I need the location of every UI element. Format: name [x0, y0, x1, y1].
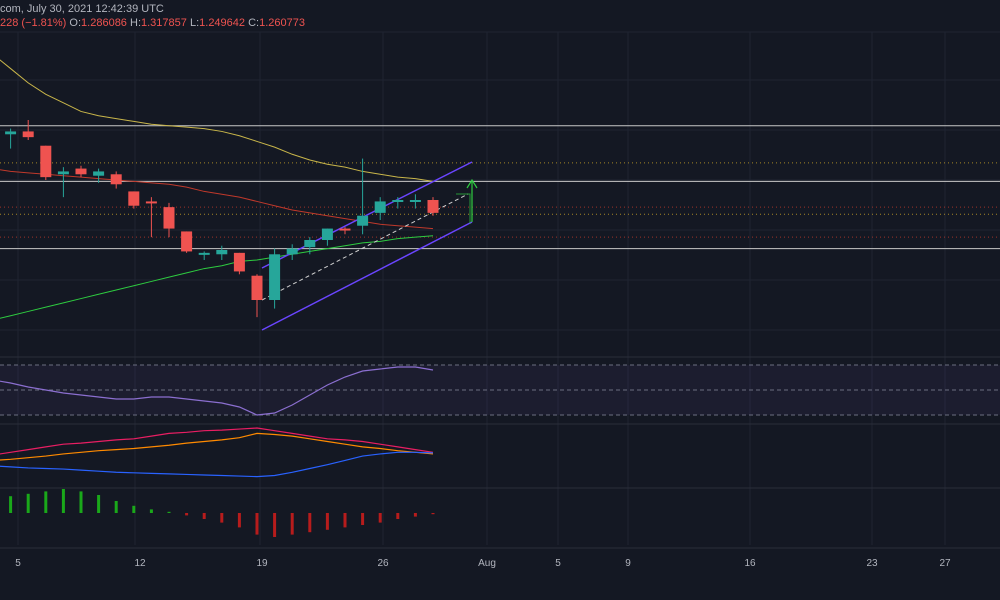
histogram-bar [361, 513, 365, 525]
rsi-pane [0, 366, 434, 416]
histogram-bar [149, 509, 153, 513]
stochastic-pane [0, 427, 434, 478]
candle-body [286, 248, 298, 255]
candle-body [5, 131, 17, 135]
candle-body [163, 207, 175, 229]
ma-long-line [0, 235, 434, 319]
x-axis-tick-label: Aug [478, 558, 496, 569]
ma-short-line [0, 59, 434, 182]
histogram-bar [9, 496, 13, 513]
candle-body [93, 171, 105, 176]
x-axis-tick-label: 19 [256, 558, 268, 569]
x-axis-tick-label: 16 [744, 558, 756, 569]
candle-body [145, 201, 157, 204]
header-close-value: 1.260773 [259, 17, 305, 29]
candle-body [427, 200, 439, 213]
histogram-bar [44, 491, 48, 513]
histogram-bar [26, 493, 30, 513]
histogram-bar [114, 501, 118, 513]
candle-body [321, 228, 333, 240]
histogram-bar [97, 495, 101, 513]
x-axis-tick-label: 5 [555, 558, 561, 569]
candle-body [251, 275, 263, 300]
x-axis-tick-label: 9 [625, 558, 631, 569]
candle-body [216, 250, 228, 255]
candle-body [304, 240, 316, 248]
projection-arrowhead [466, 178, 478, 189]
candle-body [75, 168, 87, 175]
header-close-label: C: [248, 17, 260, 29]
histogram-bar [185, 513, 189, 516]
candle-body [198, 252, 210, 255]
histogram-bar [132, 505, 136, 513]
header-change: 228 (−1.81%) [0, 17, 67, 29]
histogram-bar [325, 513, 329, 530]
candle-body [409, 200, 421, 202]
histogram-bar [273, 513, 277, 537]
candle-body [57, 171, 69, 175]
channel-lower-line [261, 221, 473, 331]
x-axis-tick-label: 12 [134, 558, 146, 569]
histogram-bar [413, 513, 417, 517]
histogram-bar [220, 513, 224, 523]
projection-bracket [456, 193, 471, 224]
histogram-bar [79, 491, 83, 513]
x-axis-tick-label: 5 [15, 558, 21, 569]
histogram-bar [167, 511, 171, 513]
x-axis: 5 12 19 26 Aug 5 9 16 23 27 [15, 558, 951, 569]
histogram-bar [343, 513, 347, 528]
indicator-panes [0, 356, 1000, 549]
histogram-bar [431, 513, 435, 515]
candle-body [374, 201, 386, 213]
header-low-value: 1.249642 [199, 17, 246, 29]
candle-body [181, 231, 193, 252]
candle-body [110, 174, 122, 185]
histogram-bar [61, 489, 65, 513]
candle-body [128, 191, 140, 206]
x-axis-tick-label: 26 [377, 558, 389, 569]
grid-lines [0, 31, 1000, 545]
x-axis-tick-label: 27 [939, 558, 951, 569]
histogram-pane [9, 489, 435, 537]
candle-body [233, 252, 245, 272]
stoch-k-line [0, 427, 434, 455]
histogram-bar [202, 513, 206, 519]
header-high-label: H: [130, 17, 141, 29]
candle-body [357, 215, 369, 226]
candle-body [392, 200, 404, 202]
histogram-bar [290, 513, 294, 535]
candle-body [339, 228, 351, 231]
stoch-s-line [0, 451, 434, 478]
chart-header-line2: 228 (−1.81%) O:1.286086 H:1.317857 L:1.2… [0, 17, 305, 29]
channel-median-line [261, 193, 469, 301]
header-open-label: O: [69, 17, 82, 29]
histogram-bar [255, 513, 259, 535]
candlesticks [5, 120, 439, 318]
rsi-line [0, 366, 434, 416]
header-low-label: L: [189, 17, 200, 29]
header-source-date: com, July 30, 2021 12:42:39 UTC [0, 3, 164, 15]
header-open-value: 1.286086 [81, 17, 127, 29]
x-axis-tick-label: 23 [866, 558, 878, 569]
histogram-bar [237, 513, 241, 528]
candle-body [22, 131, 34, 138]
histogram-bar [308, 513, 312, 533]
ascending-channel[interactable] [261, 161, 478, 331]
candle-body [40, 145, 52, 178]
chart-header-line1: com, July 30, 2021 12:42:39 UTC [0, 3, 164, 15]
histogram-bar [378, 513, 382, 523]
stoch-d-line [0, 432, 434, 461]
header-high-value: 1.317857 [141, 17, 187, 29]
histogram-bar [396, 513, 400, 519]
candle-body [269, 254, 281, 300]
